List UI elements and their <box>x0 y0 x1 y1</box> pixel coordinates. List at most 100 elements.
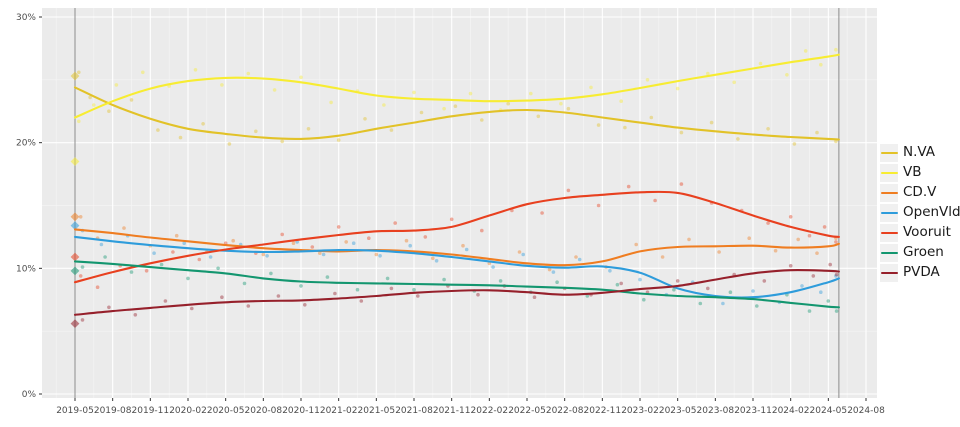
poll-point <box>78 215 83 219</box>
poll-point <box>269 271 273 276</box>
poll-point <box>547 267 552 272</box>
poll-point <box>773 248 778 253</box>
legend-label-cdv: CD.V <box>903 184 937 201</box>
vooruit-color-chip <box>880 231 898 235</box>
plot-panel <box>42 8 877 398</box>
poll-point <box>156 128 160 132</box>
poll-points-nva <box>77 70 838 146</box>
poll-point <box>412 90 416 95</box>
poll-point <box>103 255 107 259</box>
poll-point <box>434 259 439 263</box>
election-result-markers <box>70 71 80 329</box>
poll-point <box>231 238 235 243</box>
grid-minor <box>42 8 877 398</box>
x-tick-label: 2022-02 <box>471 406 509 416</box>
poll-point <box>608 269 612 273</box>
poll-point <box>819 62 823 67</box>
x-tick-label: 2023-05 <box>659 406 697 416</box>
x-tick-label: 2019-08 <box>94 406 132 416</box>
legend-item-openvld: OpenVld <box>880 203 960 223</box>
poll-point <box>828 262 832 267</box>
poll-point <box>333 291 337 296</box>
poll-point <box>306 127 311 131</box>
poll-point <box>559 101 563 106</box>
poll-point <box>367 236 371 240</box>
poll-point <box>480 118 484 122</box>
poll-point <box>242 281 247 286</box>
poll-point <box>803 49 808 53</box>
poll-point <box>355 287 360 292</box>
poll-point <box>186 276 190 281</box>
poll-point <box>675 86 680 91</box>
election-result-diamond-vooruit <box>70 252 80 262</box>
legend-item-nva: N.VA <box>880 143 960 163</box>
x-tick-label: 2019-05 <box>56 406 94 416</box>
x-tick-label: 2024-05 <box>810 406 848 416</box>
poll-point <box>141 70 145 75</box>
poll-point <box>208 255 213 259</box>
x-tick-label: 2022-11 <box>584 406 622 416</box>
x-tick-label: 2024-08 <box>847 406 885 416</box>
poll-point <box>596 123 601 127</box>
x-axis-labels: 2019-05 2019-08 2019-11 2020-02 2020-05 2020-… <box>56 406 885 416</box>
poll-point <box>276 294 281 298</box>
legend-key-vooruit <box>880 224 898 242</box>
poll-point <box>303 303 307 307</box>
x-tick-label: 2021-05 <box>358 406 396 416</box>
poll-point <box>310 245 315 249</box>
poll-point <box>788 215 793 219</box>
poll-point <box>766 127 770 131</box>
poll-point <box>638 277 642 282</box>
poll-point <box>577 257 582 262</box>
poll-point <box>766 221 770 225</box>
trend-line-vb <box>73 53 840 119</box>
poll-point <box>363 117 367 121</box>
poll-point <box>634 242 638 247</box>
poll-point <box>389 128 394 132</box>
poll-point <box>374 252 379 257</box>
poll-point <box>762 279 767 283</box>
poll-point <box>555 280 559 285</box>
poll-point <box>758 61 763 66</box>
poll-point <box>807 309 812 313</box>
poll-point <box>623 125 627 130</box>
poll-point <box>800 284 804 288</box>
y-tick-label: 20% <box>16 139 36 149</box>
poll-point <box>815 251 819 255</box>
legend-key-openvld <box>880 204 898 222</box>
poll-point <box>254 129 258 134</box>
y-tick-label: 30% <box>16 13 36 23</box>
poll-point <box>382 103 386 107</box>
poll-point <box>521 252 525 257</box>
chart-legend: N.VA VB CD.V OpenVld Vooruit Groen PVDA <box>880 143 960 283</box>
poll-point <box>529 91 533 96</box>
poll-point <box>687 237 691 242</box>
poll-point <box>419 110 424 115</box>
poll-point <box>679 130 684 135</box>
legend-label-groen: Groen <box>903 244 944 261</box>
election-result-diamond-groen <box>70 266 80 276</box>
poll-point <box>261 252 266 257</box>
poll-point <box>619 281 623 286</box>
poll-point <box>107 109 111 113</box>
legend-key-cdv <box>880 184 898 202</box>
poll-point <box>393 221 398 225</box>
poll-point <box>834 240 838 244</box>
poll-point <box>99 242 104 247</box>
poll-point <box>291 241 296 245</box>
poll-point <box>107 305 111 310</box>
poll-point <box>321 252 326 257</box>
grid-major <box>42 8 877 398</box>
x-tick-label: 2023-02 <box>621 406 659 416</box>
poll-point <box>182 241 186 245</box>
poll-point <box>732 80 736 85</box>
poll-point <box>193 68 198 72</box>
poll-point <box>178 135 183 140</box>
poll-point <box>336 138 341 142</box>
poll-point <box>378 254 382 258</box>
poll-point <box>679 182 684 186</box>
poll-point <box>336 225 341 229</box>
poll-point <box>796 237 800 242</box>
x-tick-label: 2023-11 <box>734 406 772 416</box>
poll-point <box>834 272 839 277</box>
